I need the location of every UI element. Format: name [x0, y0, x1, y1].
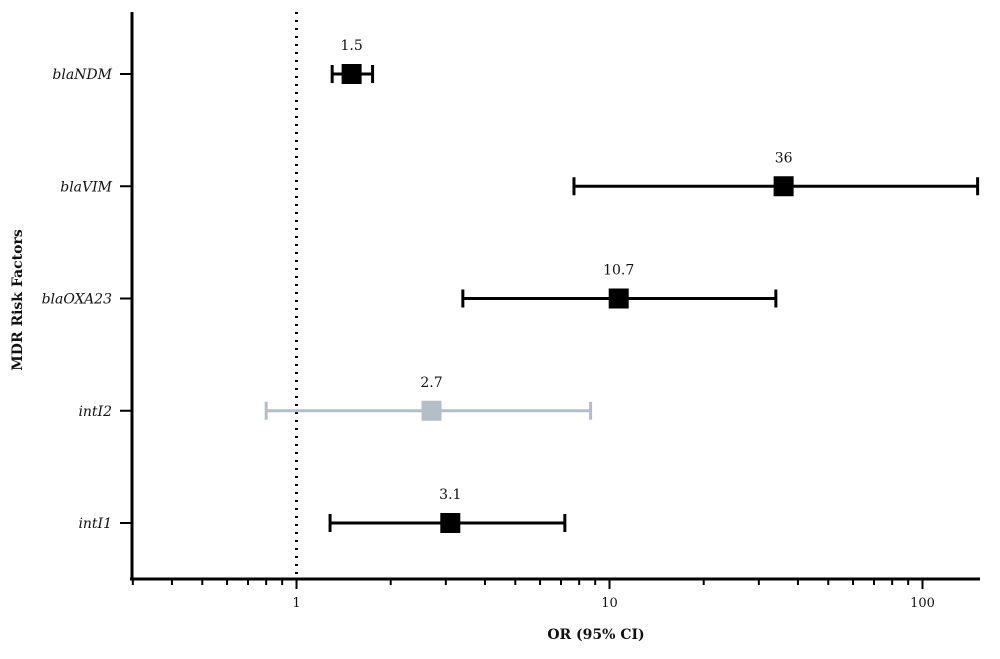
category-label: intI2: [78, 404, 112, 420]
forest-row: blaVIM 36: [60, 150, 980, 197]
or-marker: [341, 64, 362, 84]
forest-row: blaNDM 1.5: [52, 38, 375, 84]
or-marker: [440, 513, 461, 533]
value-label: 10.7: [603, 263, 634, 279]
x-tick-label: 100: [910, 596, 935, 611]
or-marker: [421, 400, 442, 421]
or-marker: [773, 176, 794, 197]
forest-row: intI2 2.7: [78, 375, 593, 421]
value-label: 36: [775, 150, 793, 166]
x-axis-ticks: 1 10 100: [131, 579, 935, 611]
value-label: 1.5: [340, 38, 362, 54]
value-label: 3.1: [439, 487, 461, 503]
x-axis-title: OR (95% CI): [547, 627, 644, 643]
forest-row: intI1 3.1: [78, 487, 567, 533]
x-tick-label: 10: [601, 596, 618, 611]
category-label: blaVIM: [60, 179, 112, 195]
category-label: intI1: [78, 516, 112, 532]
forest-row: blaOXA23 10.7: [42, 263, 778, 309]
forest-rows: blaNDM1.5blaVIM36blaOXA2310.7intI22.7int…: [42, 38, 980, 533]
y-axis-title: MDR Risk Factors: [10, 229, 26, 371]
category-label: blaOXA23: [42, 292, 113, 308]
or-marker: [608, 288, 629, 309]
value-label: 2.7: [420, 375, 442, 391]
x-tick-label: 1: [292, 596, 300, 611]
category-label: blaNDM: [52, 67, 112, 83]
